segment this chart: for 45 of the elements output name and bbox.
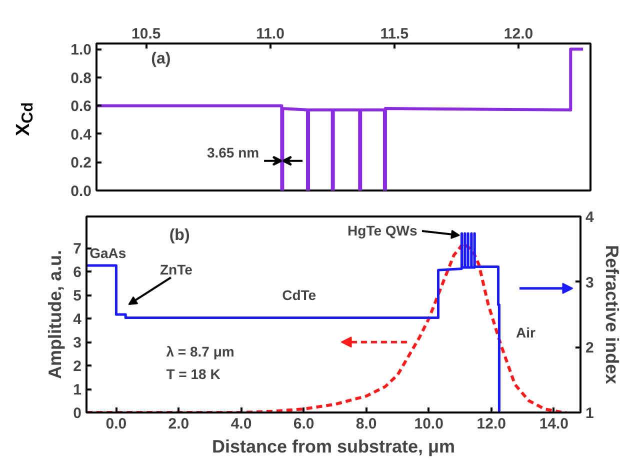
- y-tick-label: 0.8: [70, 70, 92, 87]
- x-tick-label: 12.0: [504, 26, 534, 42]
- x-tick-label: 4.0: [230, 416, 252, 432]
- y2-axis-title: Refractive index: [602, 244, 622, 384]
- x-tick-label: 11.0: [256, 26, 284, 42]
- x-tick-label: 0.0: [106, 416, 127, 432]
- annotation: (a): [151, 50, 171, 68]
- y2-tick-label: 2: [586, 340, 594, 357]
- y-tick-label: 0.4: [70, 126, 92, 144]
- annotation: ZnTe: [160, 261, 193, 278]
- x-tick-label: 10.0: [414, 416, 444, 432]
- annotation: Air: [516, 324, 536, 341]
- annotation: λ = 8.7 μm: [166, 343, 234, 360]
- y-tick-label: 0.2: [70, 154, 92, 172]
- annotation: HgTe QWs: [348, 222, 418, 239]
- y-tick-label: 7: [73, 240, 82, 258]
- x-tick-label: 6.0: [293, 416, 314, 432]
- y-tick-label: 1: [73, 382, 82, 399]
- annotation: GaAs: [90, 244, 126, 261]
- y2-tick-label: 4: [586, 209, 594, 226]
- y-axis-title: Amplitude, a.u.: [45, 250, 66, 380]
- annotation: T = 18 K: [166, 366, 220, 382]
- y-tick-label: 0.6: [70, 98, 92, 116]
- annotation: CdTe: [282, 287, 316, 304]
- line-series: [86, 242, 568, 412]
- x-tick-label: 11.5: [380, 26, 409, 42]
- y-tick-label: 1.0: [70, 42, 92, 59]
- annotation: 3.65 nm: [206, 144, 260, 160]
- x-tick-label: 8.0: [356, 416, 377, 432]
- annotation: (b): [169, 226, 190, 244]
- y-tick-label: 6: [73, 264, 82, 282]
- y-tick-label: 0: [73, 405, 82, 422]
- x-axis-title: Distance from substrate, μm: [212, 436, 456, 456]
- line-series: [96, 48, 585, 190]
- y-tick-label: 0.0: [70, 183, 92, 200]
- x-tick-label: 10.5: [132, 26, 161, 42]
- y-tick-label: 2: [73, 358, 82, 376]
- x-tick-label: 12.0: [476, 416, 506, 432]
- x-tick-label: 14.0: [539, 416, 569, 432]
- y-tick-label: 3: [73, 334, 82, 352]
- x-tick-label: 2.0: [168, 416, 190, 432]
- y-tick-label: 4: [73, 311, 82, 328]
- y-tick-label: 5: [73, 288, 82, 305]
- y2-tick-label: 1: [586, 405, 594, 422]
- y2-tick-label: 3: [586, 274, 594, 292]
